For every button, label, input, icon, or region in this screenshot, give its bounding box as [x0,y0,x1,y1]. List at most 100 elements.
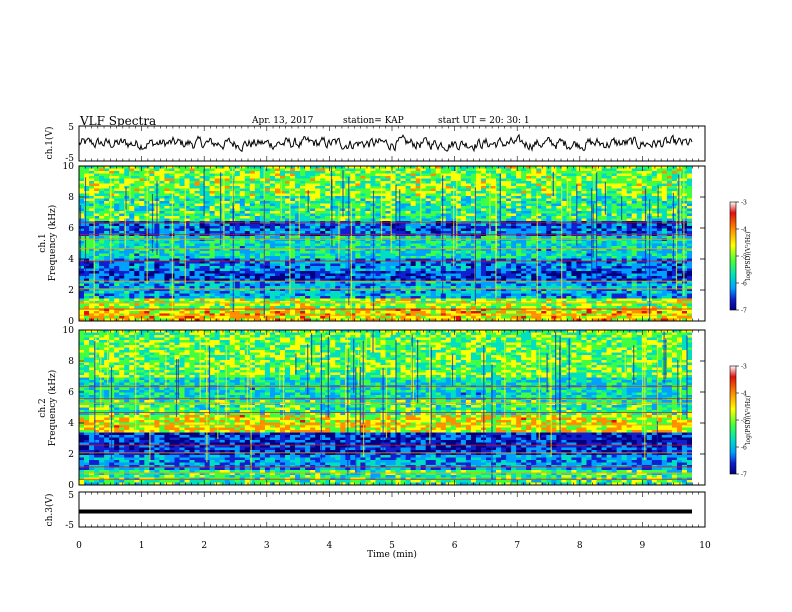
spectrogram-cell-1 [581,258,587,262]
spectrogram-cell-1 [390,216,396,219]
spectrogram-cell-1 [335,263,341,267]
spectrogram-cell-1 [184,256,190,259]
spectrogram-cell-1 [129,178,135,182]
spectrogram-cell-1 [295,188,301,192]
spectrogram-cell-1 [305,246,311,249]
spectrogram-cell-1 [365,206,371,209]
spectrogram-cell-1 [551,168,557,172]
spectrogram-cell-1 [475,256,482,259]
spectrogram-cell-1 [184,188,190,192]
spectrogram-cell-1 [521,198,527,202]
spectrogram-cell-1 [455,246,462,249]
spectrogram-cell-1 [506,188,512,192]
spectrogram-cell-1 [224,216,231,219]
spectrogram-cell-1 [445,178,452,182]
spectrogram-cell-1 [315,171,321,174]
spectrogram-cell-1 [139,258,145,262]
spectrogram-cell-1 [395,238,401,242]
spectrogram-cell-1 [400,258,406,262]
spectrogram-cell-1 [290,173,296,177]
spectrogram-cell-1 [295,238,301,242]
spectrogram-cell-1 [149,173,155,177]
spectrogram-cell-1 [84,251,90,254]
spectrogram-cell-1 [184,236,190,239]
spectrogram-cell-1 [174,213,180,217]
spectrogram-cell-1 [305,266,311,269]
spectrogram-cell-1 [79,236,85,239]
spectrogram-cell-1 [641,231,648,234]
spectrogram-cell-1 [576,251,582,254]
spectrogram-cell-1 [264,178,271,182]
spectrogram-cell-1 [114,236,120,239]
spectrogram-cell-1 [671,231,678,234]
spectrogram-cell-1 [611,253,618,257]
spectrogram-cell-1 [591,208,597,212]
spectrogram-cell-1 [425,236,432,239]
spectrogram-cell-1 [300,236,306,239]
spectrogram-cell-1 [671,198,678,202]
spectrogram-cell-1 [425,253,432,257]
spectrogram-cell-1 [315,213,321,217]
spectrogram-cell-1 [526,241,532,244]
spectrogram-cell-1 [214,211,221,214]
spectrogram-cell-1 [229,263,236,267]
spectrogram-cell-1 [249,181,256,184]
spectrogram-cell-1 [320,226,326,229]
spectrogram-cell-1 [400,261,406,264]
spectrogram-cell-1 [606,201,612,204]
spectrogram-cell-1 [330,186,336,189]
spectrogram-cell-1 [686,258,693,262]
spectrogram-cell-1 [496,188,502,192]
spectrogram-cell-1 [501,196,507,199]
spectrogram-cell-1 [320,256,326,259]
spectrogram-cell-1 [521,228,527,232]
spectrogram-cell-1 [661,238,668,242]
spectrogram-cell-1 [576,231,582,234]
spectrogram-cell-1 [355,171,361,174]
spectrogram-cell-1 [199,183,206,187]
spectrogram-cell-1 [279,206,286,209]
spectrogram-cell-1 [164,168,170,172]
spectrogram-cell-1 [259,206,266,209]
spectrogram-cell-1 [179,196,185,199]
spectrogram-cell-1 [641,226,648,229]
spectrogram-cell-1 [576,206,582,209]
spectrogram-cell-1 [430,196,437,199]
spectrogram-cell-1 [526,258,532,262]
spectrogram-cell-1 [541,243,547,247]
spectrogram-cell-1 [385,238,391,242]
spectrogram-cell-1 [405,196,412,199]
spectrogram-cell-1 [526,188,532,192]
spectrogram-cell-1 [79,243,85,247]
spectrogram-cell-1 [405,216,412,219]
spectrogram-cell-1 [581,206,587,209]
spectrogram-cell-1 [460,183,467,187]
spectrogram-cell-1 [149,166,155,169]
spectrogram-cell-1 [686,208,693,212]
spectrogram-cell-1 [129,188,135,192]
spectrogram-cell-1 [485,186,492,189]
spectrogram-cell-1 [531,193,537,197]
spectrogram-cell-1 [375,261,381,264]
spectrogram-cell-1 [229,211,236,214]
spectrogram-cell-1 [616,173,623,177]
spectrogram-cell-1 [576,226,582,229]
spectrogram-cell-1 [516,196,522,199]
spectrogram-cell-1 [641,193,648,197]
spectrogram-cell-1 [199,166,206,169]
spectrogram-cell-1 [556,188,562,192]
spectrogram-cell-1 [259,236,266,239]
spectrogram-cell-1 [350,218,356,222]
spectrogram-cell-1 [104,208,110,212]
spectrogram-cell-1 [285,171,291,174]
spectrogram-cell-1 [621,238,628,242]
spectrogram-cell-1 [460,173,467,177]
spectrogram-cell-1 [300,183,306,187]
spectrogram-cell-1 [631,198,638,202]
spectrogram-cell-1 [676,248,683,252]
spectrogram-cell-1 [511,231,517,234]
spectrogram-cell-1 [651,258,658,262]
spectrogram-cell-1 [581,168,587,172]
spectrogram-cell-1 [506,216,512,219]
spectrogram-cell-1 [375,171,381,174]
